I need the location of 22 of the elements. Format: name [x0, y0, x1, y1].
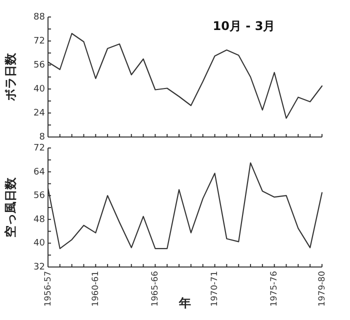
y-tick-label: 56 — [34, 60, 46, 70]
y-tick-label: 72 — [34, 36, 45, 46]
chart-title: 10月 - 3月 — [212, 19, 276, 33]
y-tick-label: 88 — [34, 12, 46, 22]
x-tick-label: 1960-61 — [90, 271, 101, 307]
y-tick-label: 64 — [34, 167, 46, 178]
y-tick-label: 40 — [34, 238, 46, 249]
y-tick-label: 48 — [34, 214, 46, 225]
y-axis-title: 空っ風日数 — [3, 176, 18, 238]
y-tick-label: 8 — [39, 132, 46, 142]
y-tick-label: 32 — [34, 262, 45, 272]
x-tick-label: 1979-80 — [317, 271, 328, 307]
y-tick-label: 72 — [34, 143, 45, 154]
y-tick-label: 56 — [34, 191, 46, 202]
y-axis-title: ボラ日数 — [3, 52, 18, 102]
x-tick-label: 1975-76 — [270, 271, 280, 307]
x-tick-label: 1965-66 — [150, 271, 161, 307]
y-tick-label: 24 — [34, 108, 46, 118]
x-tick-label: 1970-71 — [210, 271, 220, 307]
y-tick-label: 40 — [34, 84, 46, 94]
x-tick-label: 1956-57 — [43, 271, 54, 307]
x-axis-title: 年 — [178, 296, 191, 310]
